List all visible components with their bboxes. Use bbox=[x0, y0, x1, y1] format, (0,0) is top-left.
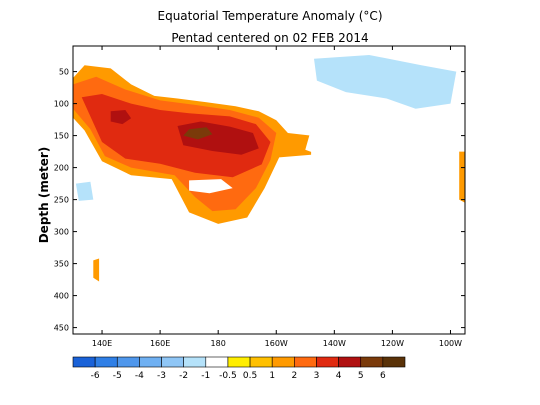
colorbar-swatch bbox=[249, 356, 273, 368]
colorbar-label: 4 bbox=[336, 371, 342, 381]
plot-frame bbox=[72, 45, 466, 335]
x-tick-label: 160E bbox=[150, 339, 170, 348]
colorbar-swatch bbox=[227, 356, 251, 368]
colorbar-label: 1 bbox=[269, 371, 275, 381]
y-tick-label: 100 bbox=[54, 100, 69, 109]
colorbar: -6 -5 -4 -3 -2 -1 -0.5 0.5 1 2 3 4 5 6 bbox=[72, 356, 406, 381]
x-tick-label: 140E bbox=[92, 339, 112, 348]
x-tick-label: 180 bbox=[211, 339, 226, 348]
cold-anomaly-1C-mid bbox=[189, 179, 233, 194]
warm-anomaly-3C bbox=[81, 94, 271, 178]
cold-anomaly-2C-west bbox=[75, 181, 94, 201]
colorbar-swatch bbox=[294, 356, 317, 368]
colorbar-label: 2 bbox=[291, 371, 297, 381]
y-tick-label: 350 bbox=[54, 260, 69, 269]
colorbar-label: 3 bbox=[314, 371, 320, 381]
anomaly-regions bbox=[73, 47, 465, 282]
colorbar-label: -0.5 bbox=[219, 371, 237, 381]
colorbar-swatch bbox=[382, 356, 406, 368]
y-tick-label: 300 bbox=[54, 228, 69, 237]
y-tick-label: 400 bbox=[54, 292, 69, 301]
colorbar-label: -6 bbox=[91, 371, 100, 381]
y-axis: 50 100 150 200 250 300 350 400 450 bbox=[54, 68, 465, 333]
colorbar-swatch bbox=[205, 356, 229, 368]
colorbar-label: -5 bbox=[113, 371, 122, 381]
colorbar-swatch bbox=[360, 356, 384, 368]
y-tick-label: 250 bbox=[54, 196, 69, 205]
x-axis: 140E 160E 180 160W 140W 120W 100W bbox=[92, 46, 462, 348]
colorbar-swatch bbox=[316, 356, 339, 368]
x-tick-label: 120W bbox=[381, 339, 404, 348]
y-tick-label: 50 bbox=[59, 68, 69, 77]
y-tick-label: 150 bbox=[54, 132, 69, 141]
x-tick-label: 160W bbox=[265, 339, 288, 348]
chart-subtitle: Pentad centered on 02 FEB 2014 bbox=[171, 31, 368, 45]
chart-title: Equatorial Temperature Anomaly (°C) bbox=[158, 9, 383, 23]
y-tick-label: 450 bbox=[54, 324, 69, 333]
colorbar-label: -4 bbox=[135, 371, 144, 381]
x-tick-label: 140W bbox=[323, 339, 346, 348]
warm-anomaly-1C-west-deep bbox=[93, 258, 100, 282]
colorbar-swatch bbox=[116, 356, 140, 368]
colorbar-label: -2 bbox=[179, 371, 188, 381]
warm-anomaly-1C-east-edge bbox=[459, 151, 465, 203]
colorbar-swatch bbox=[338, 356, 362, 368]
colorbar-label: -3 bbox=[157, 371, 166, 381]
colorbar-swatch bbox=[72, 356, 96, 368]
colorbar-label: 0.5 bbox=[243, 371, 257, 381]
colorbar-swatch bbox=[271, 356, 295, 368]
colorbar-label: 5 bbox=[358, 371, 364, 381]
x-tick-label: 100W bbox=[439, 339, 462, 348]
warm-anomaly-5C bbox=[183, 127, 213, 140]
colorbar-swatch bbox=[161, 356, 184, 368]
colorbar-label: 6 bbox=[380, 371, 386, 381]
colorbar-swatch bbox=[183, 356, 207, 368]
colorbar-swatch bbox=[139, 356, 162, 368]
cold-anomaly-2C-east-a bbox=[314, 55, 457, 109]
y-tick-label: 200 bbox=[54, 164, 69, 173]
y-axis-label: Depth (meter) bbox=[37, 147, 51, 244]
warm-anomaly-4C-west bbox=[110, 110, 132, 125]
colorbar-label: -1 bbox=[201, 371, 210, 381]
colorbar-swatch bbox=[94, 356, 118, 368]
